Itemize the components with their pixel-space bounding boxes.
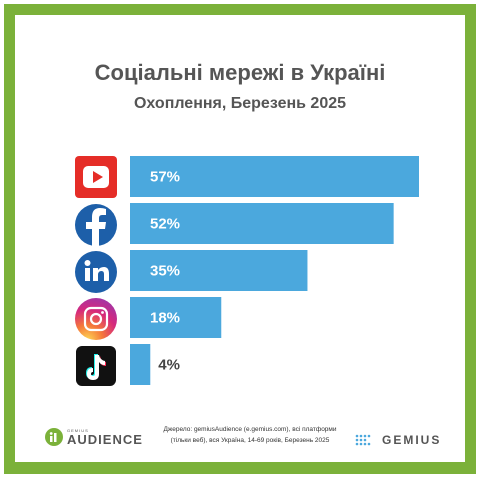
bar-label-linkedin: 35%: [150, 263, 180, 280]
outer-frame: Соціальні мережі в Україні Охоплення, Бе…: [4, 4, 476, 474]
page-subtitle: Охоплення, Березень 2025: [133, 95, 347, 112]
bar-label-youtube: 57%: [150, 169, 180, 186]
bar-label-tiktok: 4%: [158, 357, 180, 374]
bar-facebook: [130, 203, 394, 244]
bar-label-facebook: 52%: [150, 216, 180, 233]
youtube-icon: [75, 156, 117, 198]
linkedin-icon: [75, 251, 117, 293]
brand-small-text: GEMIUS: [67, 427, 89, 433]
brand-big-text: AUDIENCE: [67, 431, 143, 447]
gemius-dots-icon: [355, 434, 371, 446]
instagram-icon: [75, 298, 117, 340]
gemius-wordmark: GEMIUS: [382, 433, 442, 447]
facebook-icon: [75, 204, 117, 246]
source-line-1: Джерело: gemiusAudience (e.gemius.com), …: [163, 426, 337, 433]
gemius-audience-mark-icon: [45, 428, 63, 446]
tiktok-icon: [76, 346, 116, 386]
bar-chart: 57% 52% 35% 18% 4%: [75, 156, 419, 386]
bar-youtube: [130, 156, 419, 197]
bar-label-instagram: 18%: [150, 310, 180, 327]
bar-linkedin: [130, 250, 308, 291]
page-title: Соціальні мережі в Україні: [94, 60, 386, 85]
gemius-logo: GEMIUS: [355, 433, 441, 447]
infographic-card: Соціальні мережі в Україні Охоплення, Бе…: [15, 15, 465, 462]
source-line-2: (тільки веб), вся Україна, 14-69 років, …: [170, 437, 330, 444]
gemius-audience-logo: GEMIUS AUDIENCE: [45, 428, 143, 446]
bar-instagram: [130, 297, 222, 338]
bar-tiktok: [130, 344, 151, 385]
source-note: Джерело: gemiusAudience (e.gemius.com), …: [150, 424, 350, 446]
